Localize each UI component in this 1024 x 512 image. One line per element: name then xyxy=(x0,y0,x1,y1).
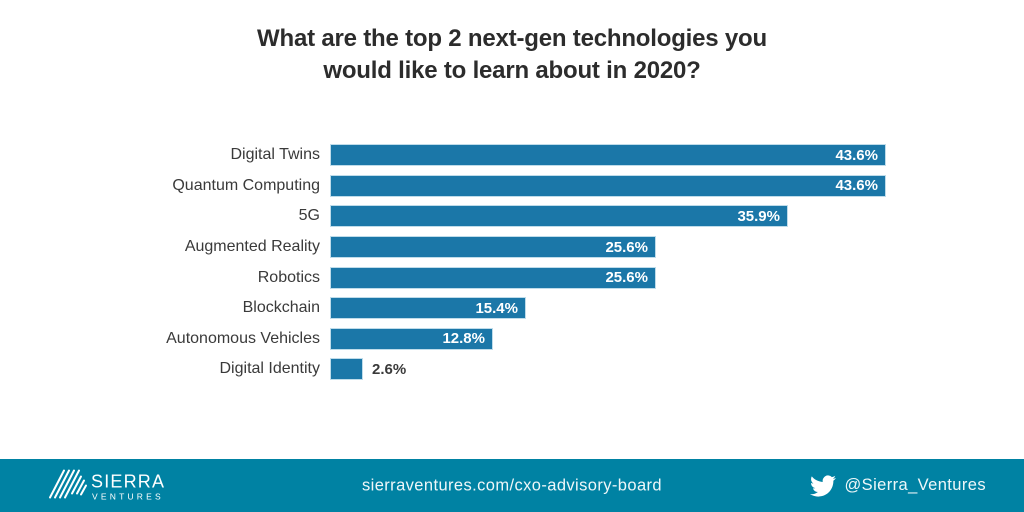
value-label: 2.6% xyxy=(372,360,407,378)
value-label: 12.8% xyxy=(442,330,485,348)
bar-zone: 25.6% xyxy=(330,266,1024,289)
chart-title: What are the top 2 next-gen technologies… xyxy=(0,23,1024,87)
value-label: 25.6% xyxy=(605,238,648,256)
category-label: Robotics xyxy=(257,268,320,286)
bar: 43.6% xyxy=(330,144,886,167)
twitter-handle: @Sierra_Ventures xyxy=(844,476,986,494)
chart-row: Robotics 25.6% xyxy=(0,262,1024,293)
sierra-ventures-logo: SIERRA VENTURES xyxy=(48,463,180,508)
twitter-attribution: @Sierra_Ventures xyxy=(809,474,986,497)
category-label: Blockchain xyxy=(242,299,320,317)
category-label: 5G xyxy=(298,207,320,225)
chart-title-line-2: would like to learn about in 2020? xyxy=(323,57,701,84)
bar: 25.6% xyxy=(330,236,656,259)
chart-row: Autonomous Vehicles 12.8% xyxy=(0,324,1024,355)
bar: 43.6% xyxy=(330,174,886,197)
bar-chart: Digital Twins 43.6% Quantum Computing 43.6%… xyxy=(0,140,1024,385)
value-label: 43.6% xyxy=(835,146,878,164)
bar-zone: 35.9% xyxy=(330,205,1024,228)
value-label: 35.9% xyxy=(737,207,780,225)
chart-title-line-1: What are the top 2 next-gen technologies… xyxy=(257,25,767,52)
chart-row: 5G 35.9% xyxy=(0,201,1024,232)
category-label: Digital Identity xyxy=(219,360,321,378)
category-label: Digital Twins xyxy=(230,146,320,164)
twitter-bird-icon xyxy=(809,474,836,497)
bar: 15.4% xyxy=(330,297,526,320)
chart-row: Augmented Reality 25.6% xyxy=(0,232,1024,263)
category-label: Quantum Computing xyxy=(172,176,320,194)
chart-row: Quantum Computing 43.6% xyxy=(0,171,1024,202)
bar: 25.6% xyxy=(330,266,656,289)
value-label: 15.4% xyxy=(475,299,518,317)
category-label: Augmented Reality xyxy=(184,238,320,256)
bar-zone: 43.6% xyxy=(330,174,1024,197)
footer-url: sierraventures.com/cxo-advisory-board xyxy=(362,476,662,494)
bar-zone: 43.6% xyxy=(330,144,1024,167)
value-label: 43.6% xyxy=(835,177,878,195)
value-label: 25.6% xyxy=(605,269,648,287)
logo-word-ventures: VENTURES xyxy=(92,491,164,501)
category-label: Autonomous Vehicles xyxy=(166,329,320,347)
bar-zone: 15.4% xyxy=(330,297,1024,320)
footer-bar: SIERRA VENTURES sierraventures.com/cxo-a… xyxy=(0,459,1024,512)
bar xyxy=(330,358,363,381)
bar-zone: 2.6% xyxy=(330,358,1024,381)
sierra-ventures-logo-graphic: SIERRA VENTURES xyxy=(49,469,165,501)
chart-row: Digital Twins 43.6% xyxy=(0,140,1024,171)
bar: 35.9% xyxy=(330,205,788,228)
logo-word-sierra: SIERRA xyxy=(91,471,165,491)
chart-row: Blockchain 15.4% xyxy=(0,293,1024,324)
hatch-lines-icon xyxy=(49,469,87,498)
bar: 12.8% xyxy=(330,327,493,350)
bar-zone: 12.8% xyxy=(330,327,1024,350)
bar-zone: 25.6% xyxy=(330,236,1024,259)
chart-row: Digital Identity 2.6% xyxy=(0,354,1024,385)
